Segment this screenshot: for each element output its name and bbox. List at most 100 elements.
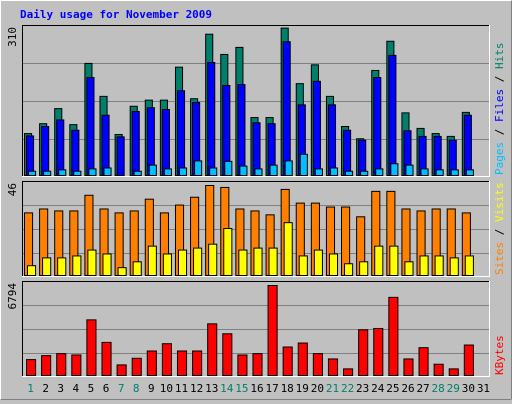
kbytes-panel-kbytes-bar	[161, 343, 172, 377]
visits-panel-sites-bar	[389, 245, 399, 277]
kbytes-panel-max-label: 6794	[6, 283, 19, 310]
visits-panel-sites-bar	[238, 249, 248, 276]
visits-panel-sites-bar	[162, 253, 172, 276]
hits-panel-files-bar	[312, 80, 321, 176]
hits-panel-pages-bar	[329, 167, 339, 177]
visits-panel-sites-bar	[177, 249, 188, 276]
visits-panel-legend: Sites / Visits	[493, 182, 506, 275]
visits-panel-sites-bar	[313, 249, 323, 276]
hits-panel-legend-part: Hits	[493, 43, 506, 70]
hits-panel-pages-bar	[420, 168, 429, 176]
kbytes-panel-kbytes-bar	[207, 323, 218, 376]
visits-panel-max-label: 46	[6, 183, 19, 196]
kbytes-panel-kbytes-bar	[176, 350, 188, 376]
hits-panel-pages-bar	[28, 170, 37, 177]
x-axis-label: 24	[371, 382, 385, 395]
x-axis-label: 15	[235, 382, 248, 395]
visits-panel-legend-part: Visits	[493, 182, 506, 222]
x-axis-label: 19	[296, 382, 309, 395]
hits-panel-pages-bar	[133, 170, 142, 177]
kbytes-panel-legend: KBytes	[493, 335, 506, 375]
visits-panel-sites-bar	[268, 247, 278, 276]
hits-panel-pages-bar	[43, 170, 52, 177]
visits-panel-sites-bar	[328, 253, 339, 276]
hits-panel-pages-bar	[239, 165, 248, 176]
hits-panel-pages-bar	[178, 167, 188, 177]
kbytes-panel-kbytes-bar	[222, 333, 233, 376]
x-axis-label: 17	[265, 382, 278, 395]
visits-panel-sites-bar	[449, 257, 459, 276]
hits-panel-files-bar	[26, 135, 35, 176]
hits-panel-pages-bar	[299, 153, 308, 177]
visits-panel-sites-bar	[283, 222, 293, 277]
hits-panel-files-bar	[56, 119, 65, 176]
x-axis-label: 12	[190, 382, 203, 395]
kbytes-panel-kbytes-bar	[448, 368, 459, 376]
hits-panel-files-bar	[71, 129, 80, 176]
hits-panel-pages-bar	[269, 164, 278, 176]
visits-panel-sites-bar	[102, 253, 112, 276]
visits-panel-sites-bar	[117, 267, 127, 277]
visits-panel-visits-bar	[114, 212, 124, 277]
kbytes-panel-kbytes-bar	[388, 296, 399, 376]
hits-panel-pages-bar	[390, 163, 399, 176]
hits-panel-pages-bar	[284, 160, 293, 176]
x-axis-label: 26	[401, 382, 414, 395]
x-axis-label: 31	[477, 382, 490, 395]
hits-panel-files-bar	[161, 109, 170, 176]
hits-panel-pages-bar	[360, 170, 369, 177]
hits-panel-pages-bar	[58, 169, 67, 177]
visits-panel-sites-bar	[253, 247, 263, 276]
kbytes-panel-kbytes-bar	[71, 354, 82, 376]
x-axis-label: 9	[148, 382, 155, 395]
hits-panel-pages-bar	[465, 169, 474, 177]
kbytes-panel-legend-part: KBytes	[493, 335, 506, 375]
x-axis-label: 13	[205, 382, 218, 395]
kbytes-panel-kbytes-bar	[26, 359, 37, 376]
x-axis-label: 2	[42, 382, 49, 395]
hits-panel-files-bar	[41, 126, 50, 176]
hits-panel-pages-bar	[314, 168, 323, 176]
x-axis-label: 25	[386, 382, 399, 395]
hits-panel-files-bar	[388, 54, 397, 176]
visits-panel-sites-bar	[27, 265, 37, 276]
kbytes-panel-kbytes-bar	[131, 357, 142, 377]
visits-panel-sites-bar	[404, 261, 414, 277]
hits-panel-files-bar	[131, 110, 140, 176]
hits-panel-legend-part: Pages	[493, 142, 506, 175]
x-axis-label: 23	[356, 382, 369, 395]
x-axis-label: 20	[311, 382, 324, 395]
visits-panel-sites-bar	[298, 255, 308, 277]
kbytes-panel-kbytes-bar	[146, 350, 157, 376]
visits-panel-sites-bar	[359, 261, 369, 277]
visits-panel-legend-part: Sites	[493, 242, 506, 275]
kbytes-panel-kbytes-bar	[327, 358, 339, 377]
x-axis-label: 10	[160, 382, 173, 395]
hits-panel-files-bar	[463, 114, 472, 176]
hits-panel-pages-bar	[450, 169, 459, 177]
kbytes-panel-kbytes-bar	[358, 329, 369, 377]
kbytes-panel-kbytes-bar	[343, 368, 354, 376]
hits-panel-pages-bar	[194, 160, 203, 176]
kbytes-panel-kbytes-bar	[267, 285, 278, 376]
hits-panel-pages-bar	[103, 167, 112, 177]
x-axis-label: 22	[341, 382, 354, 395]
kbytes-panel-kbytes-bar	[86, 319, 97, 376]
visits-panel-sites-bar	[42, 257, 52, 276]
visits-panel-sites-bar	[464, 255, 474, 277]
visits-panel-sites-bar	[72, 255, 82, 277]
visits-panel-sites-bar	[344, 263, 354, 276]
chart-title: Daily usage for November 2009	[20, 8, 212, 21]
kbytes-panel-kbytes-bar	[237, 354, 248, 376]
hits-panel-pages-bar	[88, 168, 97, 176]
kbytes-panel-kbytes-bar	[373, 327, 384, 376]
hits-panel-files-bar	[252, 122, 261, 176]
x-axis-label: 14	[220, 382, 234, 395]
x-axis-label: 6	[103, 382, 110, 395]
hits-panel-pages-bar	[254, 168, 263, 176]
kbytes-panel-kbytes-bar	[192, 350, 203, 376]
visits-panel-sites-bar	[193, 247, 203, 276]
hits-panel-files-bar	[237, 84, 246, 176]
